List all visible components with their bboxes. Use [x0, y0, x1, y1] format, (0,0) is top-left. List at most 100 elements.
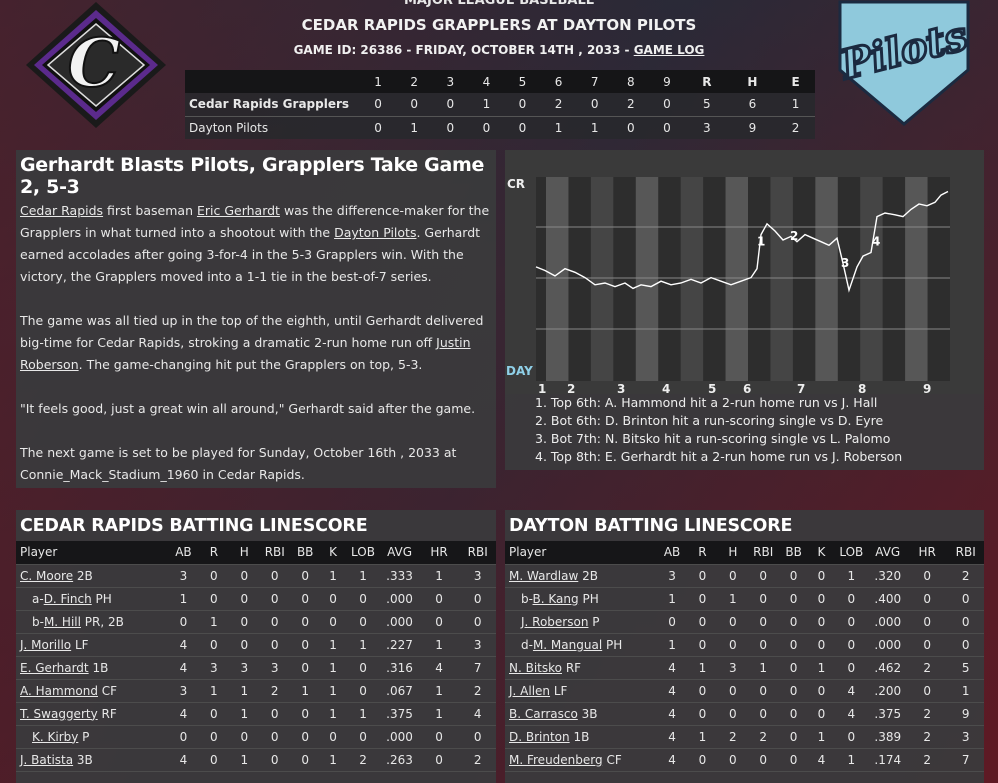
cedar-batting-panel: CEDAR RAPIDS BATTING LINESCORE Player AB R… — [16, 510, 496, 783]
player-name-link[interactable]: D. Brinton — [509, 729, 570, 744]
batting-stat-cell: 0 — [198, 748, 230, 772]
linescore-cell: 0 — [410, 97, 418, 112]
wp-event-marker: 3 — [841, 256, 849, 270]
player-prefix: a- — [32, 591, 44, 606]
batting-stat-cell: 1 — [229, 679, 260, 703]
player-name-link[interactable]: B. Kang — [532, 591, 579, 606]
batting-stat-cell: 0 — [656, 610, 688, 634]
player-position: CF — [97, 683, 118, 698]
game-title: CEDAR RAPIDS GRAPPLERS AT DAYTON PILOTS — [301, 16, 697, 34]
batting-stat-cell: 4 — [834, 702, 869, 726]
game-log-link[interactable]: GAME LOG — [633, 43, 705, 57]
batting-stat-cell: 1 — [198, 610, 230, 634]
story-paragraph-1: Cedar Rapids first baseman Eric Gerhardt… — [20, 200, 492, 288]
batting-stat-cell: 5 — [947, 656, 984, 680]
batting-stat-cell: 1 — [656, 587, 688, 611]
player-name-link[interactable]: M. Freudenberg — [509, 752, 603, 767]
story-link[interactable]: Cedar Rapids — [20, 203, 104, 218]
batting-stat-cell: 0 — [748, 564, 779, 588]
batting-stat-cell: 2 — [345, 748, 381, 772]
wp-event-marker: 1 — [757, 234, 765, 248]
batting-stat-cell: 0 — [345, 725, 381, 749]
linescore-cell: 2 — [627, 97, 635, 112]
story-link[interactable]: Eric Gerhardt — [196, 203, 280, 218]
batting-player-cell: b-M. Hill PR, 2B — [16, 610, 169, 634]
batting-col-header: AVG — [380, 541, 419, 565]
player-name-link[interactable]: E. Gerhardt — [20, 660, 89, 675]
player-name-link[interactable]: A. Hammond — [20, 683, 98, 698]
batting-stat-cell: 0 — [229, 587, 260, 611]
linescore-cell: 0 — [468, 115, 505, 139]
inning-band — [770, 177, 793, 381]
story-headline: Gerhardt Blasts Pilots, Grapplers Take G… — [20, 154, 485, 198]
player-position: LF — [71, 637, 89, 652]
batting-stat-cell: 0 — [778, 748, 809, 772]
player-name-link[interactable]: B. Carrasco — [509, 706, 578, 721]
player-name-link[interactable]: N. Bitsko — [509, 660, 562, 675]
batting-stat-cell: 0 — [289, 564, 321, 588]
batting-stat-cell: 0 — [906, 587, 948, 611]
batting-stat-cell: 0 — [418, 587, 460, 611]
player-name-link[interactable]: J. Allen — [509, 683, 551, 698]
player-name-link[interactable]: D. Finch — [43, 591, 92, 606]
batting-stat-cell: .333 — [380, 564, 419, 588]
batting-stat-cell: 0 — [459, 587, 496, 611]
player-name-link[interactable]: M. Hill — [43, 614, 81, 629]
batting-stat-cell: 0 — [687, 610, 718, 634]
linescore-team-name: Cedar Rapids Grapplers — [189, 97, 350, 112]
linescore-cell: 0 — [663, 97, 671, 112]
batting-stat-cell: 3 — [459, 564, 496, 588]
linescore-cell: 0 — [360, 115, 397, 139]
linescore-col-header: 5 — [504, 70, 541, 93]
player-name-link[interactable]: M. Mangual — [532, 637, 603, 652]
linescore-col-header: 3 — [432, 70, 469, 93]
batting-stat-cell: .316 — [380, 656, 419, 680]
batting-stat-cell: 1 — [418, 633, 460, 657]
batting-stat-cell: .000 — [380, 725, 419, 749]
linescore-cell: 0 — [518, 97, 527, 112]
story-link[interactable]: Dayton Pilots — [334, 225, 417, 240]
batting-stat-cell: 0 — [198, 702, 230, 726]
cedar-batting-title: CEDAR RAPIDS BATTING LINESCORE — [20, 516, 368, 536]
player-name-link[interactable]: J. Batista — [20, 752, 74, 767]
batting-stat-cell: 0 — [289, 702, 321, 726]
batting-stat-cell: 1 — [418, 564, 460, 588]
batting-stat-cell: 0 — [748, 610, 779, 634]
linescore-col-header: 6 — [540, 70, 577, 93]
linescore-cell: 1 — [540, 115, 577, 139]
batting-stat-cell: 1 — [229, 748, 260, 772]
player-name-link[interactable]: K. Kirby — [32, 729, 79, 744]
player-name-link[interactable]: J. Roberson — [521, 614, 589, 629]
win-probability-panel: CR DAY 1 2 3 4 5 6 7 8 9 1 2 3 4 1. Top 6th: A. Ham… — [505, 150, 984, 470]
player-position: PH — [91, 591, 112, 606]
batting-stat-cell: 0 — [259, 587, 290, 611]
batting-stat-cell: .400 — [868, 587, 907, 611]
player-name-link[interactable]: M. Wardlaw — [509, 568, 579, 583]
story-link[interactable]: Justin Roberson — [20, 335, 471, 372]
batting-stat-cell: 0 — [834, 610, 869, 634]
batting-row: M. Wardlaw 2B 3 0 0 0 0 0 1.320 0 2 — [505, 564, 984, 588]
player-name-link[interactable]: T. Swaggerty — [20, 706, 98, 721]
batting-player-cell: C. Moore 2B — [16, 564, 169, 588]
batting-stat-cell: 0 — [748, 587, 779, 611]
batting-stat-cell: 1 — [947, 679, 984, 703]
batting-stat-cell: 0 — [947, 610, 984, 634]
linescore-col-header: 7 — [576, 70, 613, 93]
batting-col-header: LOB — [345, 541, 381, 565]
inning-label: 1 — [538, 382, 546, 394]
batting-stat-cell: 0 — [229, 564, 260, 588]
linescore-col-header: 2 — [396, 70, 433, 93]
batting-col-header: H — [229, 541, 260, 565]
batting-stat-cell: 4 — [168, 748, 199, 772]
player-name-link[interactable]: C. Moore — [20, 568, 74, 583]
batting-stat-cell: 7 — [459, 656, 496, 680]
batting-stat-cell: 0 — [289, 748, 321, 772]
batting-stat-cell: 0 — [259, 610, 290, 634]
svg-text:C: C — [68, 24, 121, 102]
batting-stat-cell: .067 — [380, 679, 419, 703]
batting-player-cell: B. Carrasco 3B — [505, 702, 657, 726]
player-name-link[interactable]: J. Morillo — [20, 637, 72, 652]
batting-stat-cell: 0 — [229, 610, 260, 634]
batting-header-row: Player AB R H RBI BB K LOB AVG HR RBI — [16, 541, 496, 565]
